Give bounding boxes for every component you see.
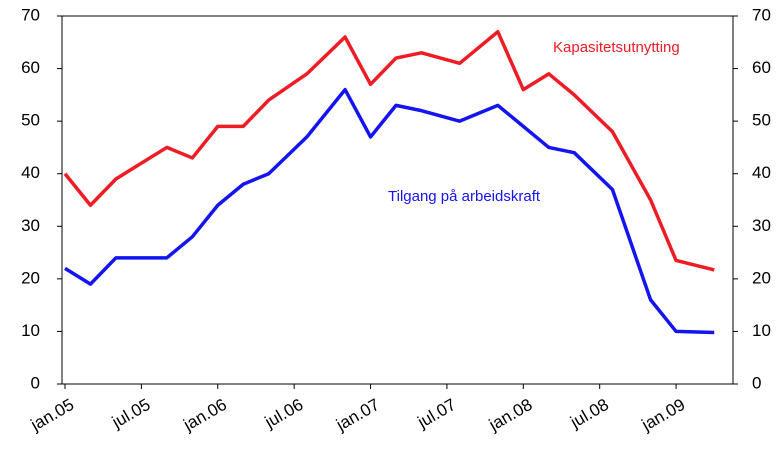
y-tick-label: 0 bbox=[31, 373, 40, 392]
x-tick-label: jul.05 bbox=[108, 395, 154, 432]
x-tick-label: jan.09 bbox=[638, 395, 688, 435]
x-tick-label: jul.07 bbox=[414, 395, 460, 432]
y2-tick-label: 60 bbox=[752, 58, 771, 77]
y-tick-label: 30 bbox=[21, 216, 40, 235]
series-line bbox=[63, 30, 715, 272]
x-tick-label: jan.06 bbox=[180, 395, 230, 435]
series-line bbox=[64, 87, 715, 335]
y2-tick-label: 0 bbox=[752, 373, 761, 392]
series-label: Tilgang på arbeidskraft bbox=[388, 188, 541, 205]
y-tick-label: 10 bbox=[21, 321, 40, 340]
y-tick-label: 60 bbox=[21, 58, 40, 77]
x-tick-label: jul.06 bbox=[261, 395, 307, 432]
y2-tick-label: 40 bbox=[752, 163, 771, 182]
y2-tick-label: 70 bbox=[752, 5, 771, 24]
y2-tick-label: 20 bbox=[752, 268, 771, 287]
x-tick-label: jan.08 bbox=[485, 395, 535, 435]
plot-frame bbox=[61, 15, 734, 385]
x-tick-label: jan.07 bbox=[332, 395, 382, 435]
y-tick-label: 20 bbox=[21, 268, 40, 287]
x-tick-label: jan.05 bbox=[27, 395, 77, 435]
y2-tick-label: 10 bbox=[752, 321, 771, 340]
y2-tick-label: 30 bbox=[752, 216, 771, 235]
x-tick-label: jul.08 bbox=[566, 395, 612, 432]
series-label: Kapasitetsutnytting bbox=[553, 39, 680, 56]
y-tick-label: 70 bbox=[21, 5, 40, 24]
y2-tick-label: 50 bbox=[752, 111, 771, 130]
y-tick-label: 50 bbox=[21, 111, 40, 130]
y-tick-label: 40 bbox=[21, 163, 40, 182]
